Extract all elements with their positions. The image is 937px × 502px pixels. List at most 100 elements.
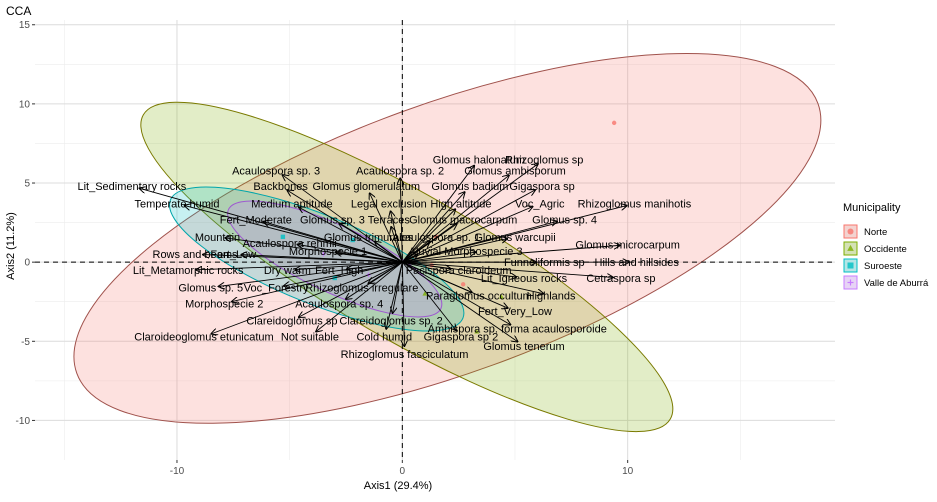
arrow-label: Morphospecie 3 <box>444 246 522 258</box>
arrow <box>401 192 464 263</box>
arrow-label: Morphospecie 1 <box>289 246 367 258</box>
arrow <box>219 261 403 286</box>
legend-marker <box>847 244 854 251</box>
arrow <box>386 262 403 329</box>
arrow-label: Mountain <box>195 232 240 244</box>
point-occidente <box>499 294 504 299</box>
arrow <box>402 261 516 277</box>
arrow-label: Glomus halonatum <box>433 154 525 166</box>
point-occidente <box>422 291 428 296</box>
arrow <box>402 221 557 263</box>
x-tick-label: 0 <box>400 466 406 477</box>
arrow <box>232 261 403 301</box>
arrow <box>402 207 532 263</box>
arrow-label: Rhizoglomus manihotis <box>578 199 692 211</box>
arrow-label: Pacispora claroideum <box>406 265 512 277</box>
arrow-label: Glomus sp. 4 <box>532 214 597 226</box>
arrow <box>212 261 403 334</box>
arrow-label: Rhizoglomus sp <box>505 154 583 166</box>
arrow-label: Clareidoglomus sp. 2 <box>339 316 442 328</box>
arrow <box>185 206 403 263</box>
legend-marker <box>847 228 854 235</box>
arrow-label: Highlands <box>527 290 576 302</box>
legend-marker <box>847 262 854 269</box>
arrow-label: Not suitable <box>281 332 339 344</box>
arrow-label: Gigaspora sp 2 <box>424 332 499 344</box>
legend-label: Occidente <box>864 244 907 255</box>
arrow <box>375 242 403 263</box>
point-suroeste <box>350 237 355 243</box>
y-tick-label: 5 <box>24 179 30 190</box>
arrow <box>402 242 429 263</box>
arrow-label: Dry warm <box>264 265 311 277</box>
legend-label: Norte <box>864 227 887 238</box>
arrow <box>339 224 403 263</box>
arrow <box>391 227 403 263</box>
x-tick-label: 10 <box>622 466 634 477</box>
arrow <box>402 252 475 263</box>
arrow-label: Lit_Igneous rocks <box>481 273 568 285</box>
arrow <box>402 261 543 293</box>
arrow-label: Temperate humid <box>134 199 219 211</box>
arrow-label: Glomus sp. 5 <box>178 282 243 294</box>
arrow-label: Lit_Metamorphic rocks <box>133 265 244 277</box>
arrow-label: Voc_Forestry <box>244 282 309 294</box>
arrow-label: Rhizoglomus irregulare <box>305 282 418 294</box>
legend: Municipality Norte Occidente Suroeste Valle… <box>842 202 929 291</box>
arrow <box>346 261 403 299</box>
arrow-label: Glomus sp. 3 <box>300 214 365 226</box>
arrow <box>402 175 508 263</box>
arrow <box>402 239 507 263</box>
arrow-label: Rows and beams <box>153 249 238 261</box>
arrow-label: Glomus microcarpum <box>575 240 680 252</box>
arrow <box>370 193 403 263</box>
y-axis-title: Axis2 (11.2%) <box>5 212 17 280</box>
arrow-label: Fert_High <box>315 265 363 277</box>
ellipse-occidente <box>140 101 674 433</box>
x-axis-title: Axis1 (29.4%) <box>364 480 432 492</box>
point-norte <box>460 282 466 287</box>
axis-ticks: -10 0 10 -10 -5 0 5 10 15 <box>16 20 634 477</box>
confidence-ellipses <box>73 53 822 433</box>
point-valle-de-aburr- <box>321 252 326 257</box>
arrow <box>401 261 456 330</box>
arrow-label: Acaulospora sp. 4 <box>295 298 383 310</box>
legend-title: Municipality <box>843 202 901 214</box>
arrow <box>316 261 403 331</box>
arrow-label: Glomus ambisporum <box>464 165 565 177</box>
arrow-label: Cold humid <box>356 332 412 344</box>
arrow <box>402 245 619 263</box>
arrow <box>140 188 403 263</box>
y-tick-label: 10 <box>19 99 31 110</box>
biplot-arrows <box>140 164 629 346</box>
point-suroeste <box>280 234 286 240</box>
arrow-label: Paraglomus occultum <box>426 290 532 302</box>
arrow-label: Aluvial <box>409 246 441 258</box>
arrow-label: Claroideoglomus etunicatum <box>134 332 273 344</box>
arrow-label: Medium aptitude <box>251 199 332 211</box>
legend-marker <box>847 279 854 286</box>
chart-title: CCA <box>6 4 31 18</box>
ellipse-norte <box>73 53 822 424</box>
arrow <box>299 207 403 263</box>
arrow-label: Fert_Very_Low <box>478 306 552 318</box>
arrow <box>402 190 535 263</box>
x-tick-label: -10 <box>170 466 185 477</box>
y-tick-label: -10 <box>16 416 31 427</box>
y-tick-label: 15 <box>19 20 31 31</box>
point-norte <box>611 120 617 126</box>
arrow <box>402 209 455 263</box>
arrow <box>400 178 402 263</box>
arrow-label: Cetraspora sp <box>586 273 655 285</box>
arrow <box>402 261 613 277</box>
arrow-label: Hills and hillsides <box>595 257 680 269</box>
arrow-label: Glomus badium <box>431 181 508 193</box>
arrow <box>264 222 403 263</box>
arrow <box>402 255 417 263</box>
arrow-label: Acaulospora rehmii <box>243 238 337 250</box>
arrow <box>391 211 403 263</box>
arrow-label: Backbones <box>253 181 308 193</box>
